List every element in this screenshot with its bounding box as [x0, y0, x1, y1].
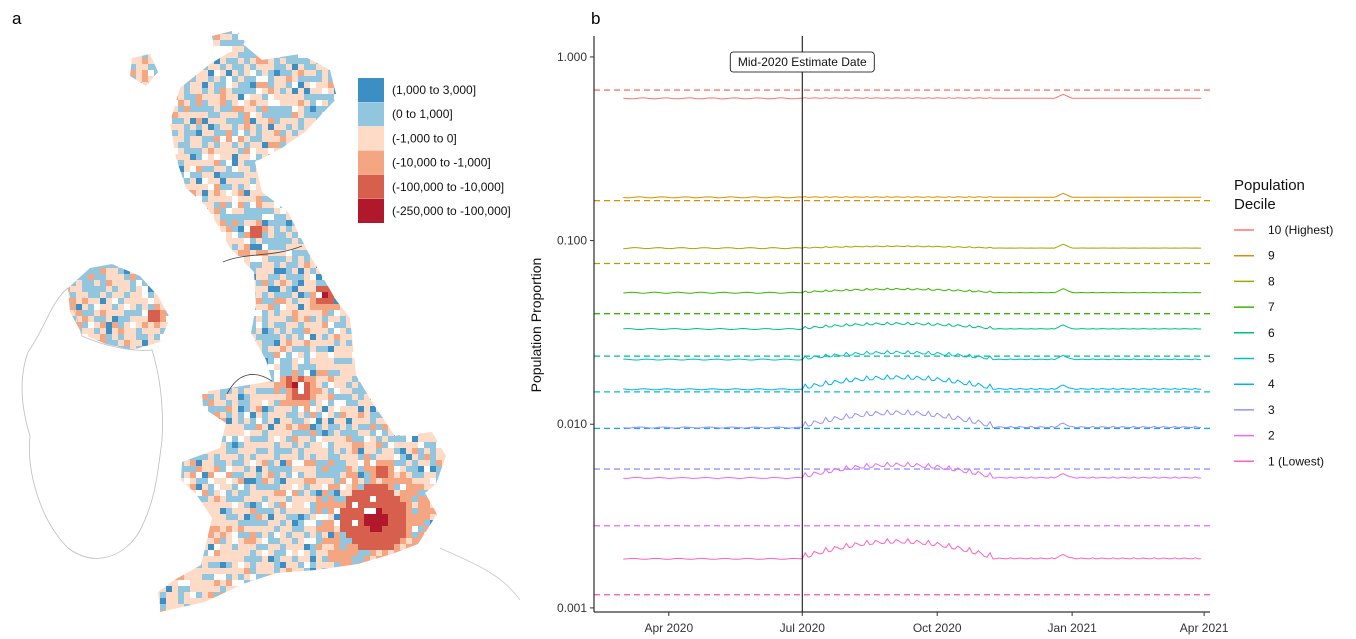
y-tick-label: 0.010 [557, 417, 587, 431]
estimate-date-label: Mid-2020 Estimate Date [738, 55, 867, 69]
map-legend-label: (-100,000 to -10,000] [392, 180, 504, 194]
legend-label: 8 [1268, 274, 1275, 288]
estimate-date-marker: Mid-2020 Estimate Date [729, 36, 875, 612]
estimate-date-label-box [729, 51, 875, 73]
series-line [623, 374, 1202, 391]
legend-label: 7 [1268, 300, 1275, 314]
series-line [623, 461, 1202, 479]
legend-title: Population [1234, 177, 1305, 194]
map-legend-swatch [358, 102, 384, 127]
chart-legend: Population Decile 10 (Highest) 9 8 7 6 5 4 3 2 1 (L… [1234, 177, 1333, 468]
series-line [623, 287, 1202, 294]
series-line [623, 93, 1202, 100]
map-legend-label: (0 to 1,000] [392, 107, 453, 121]
series-lines [623, 93, 1202, 560]
series-line [623, 192, 1202, 199]
legend-label: 5 [1268, 352, 1275, 366]
x-tick-label: Apr 2021 [1180, 621, 1229, 635]
legend-title: Decile [1234, 196, 1276, 213]
map-legend: (1,000 to 3,000] (0 to 1,000] (-1,000 to 0… [358, 78, 511, 223]
series-line [623, 537, 1202, 560]
panel-a-letter: a [12, 9, 22, 28]
panel-b-letter: b [591, 9, 600, 28]
x-tick-label: Apr 2020 [644, 621, 693, 635]
series-line [623, 321, 1202, 331]
legend-label: 1 (Lowest) [1268, 454, 1324, 468]
series-line [623, 409, 1202, 429]
legend-label: 9 [1268, 249, 1275, 263]
legend-label: 6 [1268, 326, 1275, 340]
x-tick-label: Jan 2021 [1047, 621, 1097, 635]
legend-label: 10 (Highest) [1268, 223, 1333, 237]
series-line [623, 350, 1202, 361]
axes: 1.000 0.100 0.010 0.001 Apr 2020 Jul 2020 Oct … [557, 36, 1229, 635]
y-tick-label: 1.000 [557, 50, 587, 64]
reference-lines [594, 89, 1210, 596]
y-tick-label: 0.001 [557, 601, 587, 615]
series-line [623, 243, 1202, 250]
scotland-england-border [222, 245, 303, 263]
map-legend-swatch [358, 150, 384, 175]
x-tick-label: Oct 2020 [913, 621, 962, 635]
ireland-outline [21, 287, 163, 559]
map-legend-label: (-1,000 to 0] [392, 131, 457, 145]
y-axis-title: Population Proportion [528, 258, 544, 393]
x-tick-label: Jul 2020 [780, 621, 826, 635]
legend-label: 3 [1268, 403, 1275, 417]
map-legend-swatch [358, 78, 384, 102]
map-legend-swatch [358, 199, 384, 223]
legend-label: 4 [1268, 377, 1275, 391]
y-tick-label: 0.100 [557, 234, 587, 248]
map-legend-label: (1,000 to 3,000] [392, 83, 476, 97]
line-chart: Population Proportion Mid-2020 Estimate … [528, 36, 1229, 635]
continent-coastline [439, 547, 521, 601]
map-legend-label: (-10,000 to -1,000] [392, 156, 491, 170]
legend-label: 2 [1268, 429, 1275, 443]
map-legend-label: (-250,000 to -100,000] [392, 204, 511, 218]
map-legend-swatch [358, 126, 384, 151]
map-legend-swatch [358, 174, 384, 199]
wales-england-border [226, 374, 273, 395]
